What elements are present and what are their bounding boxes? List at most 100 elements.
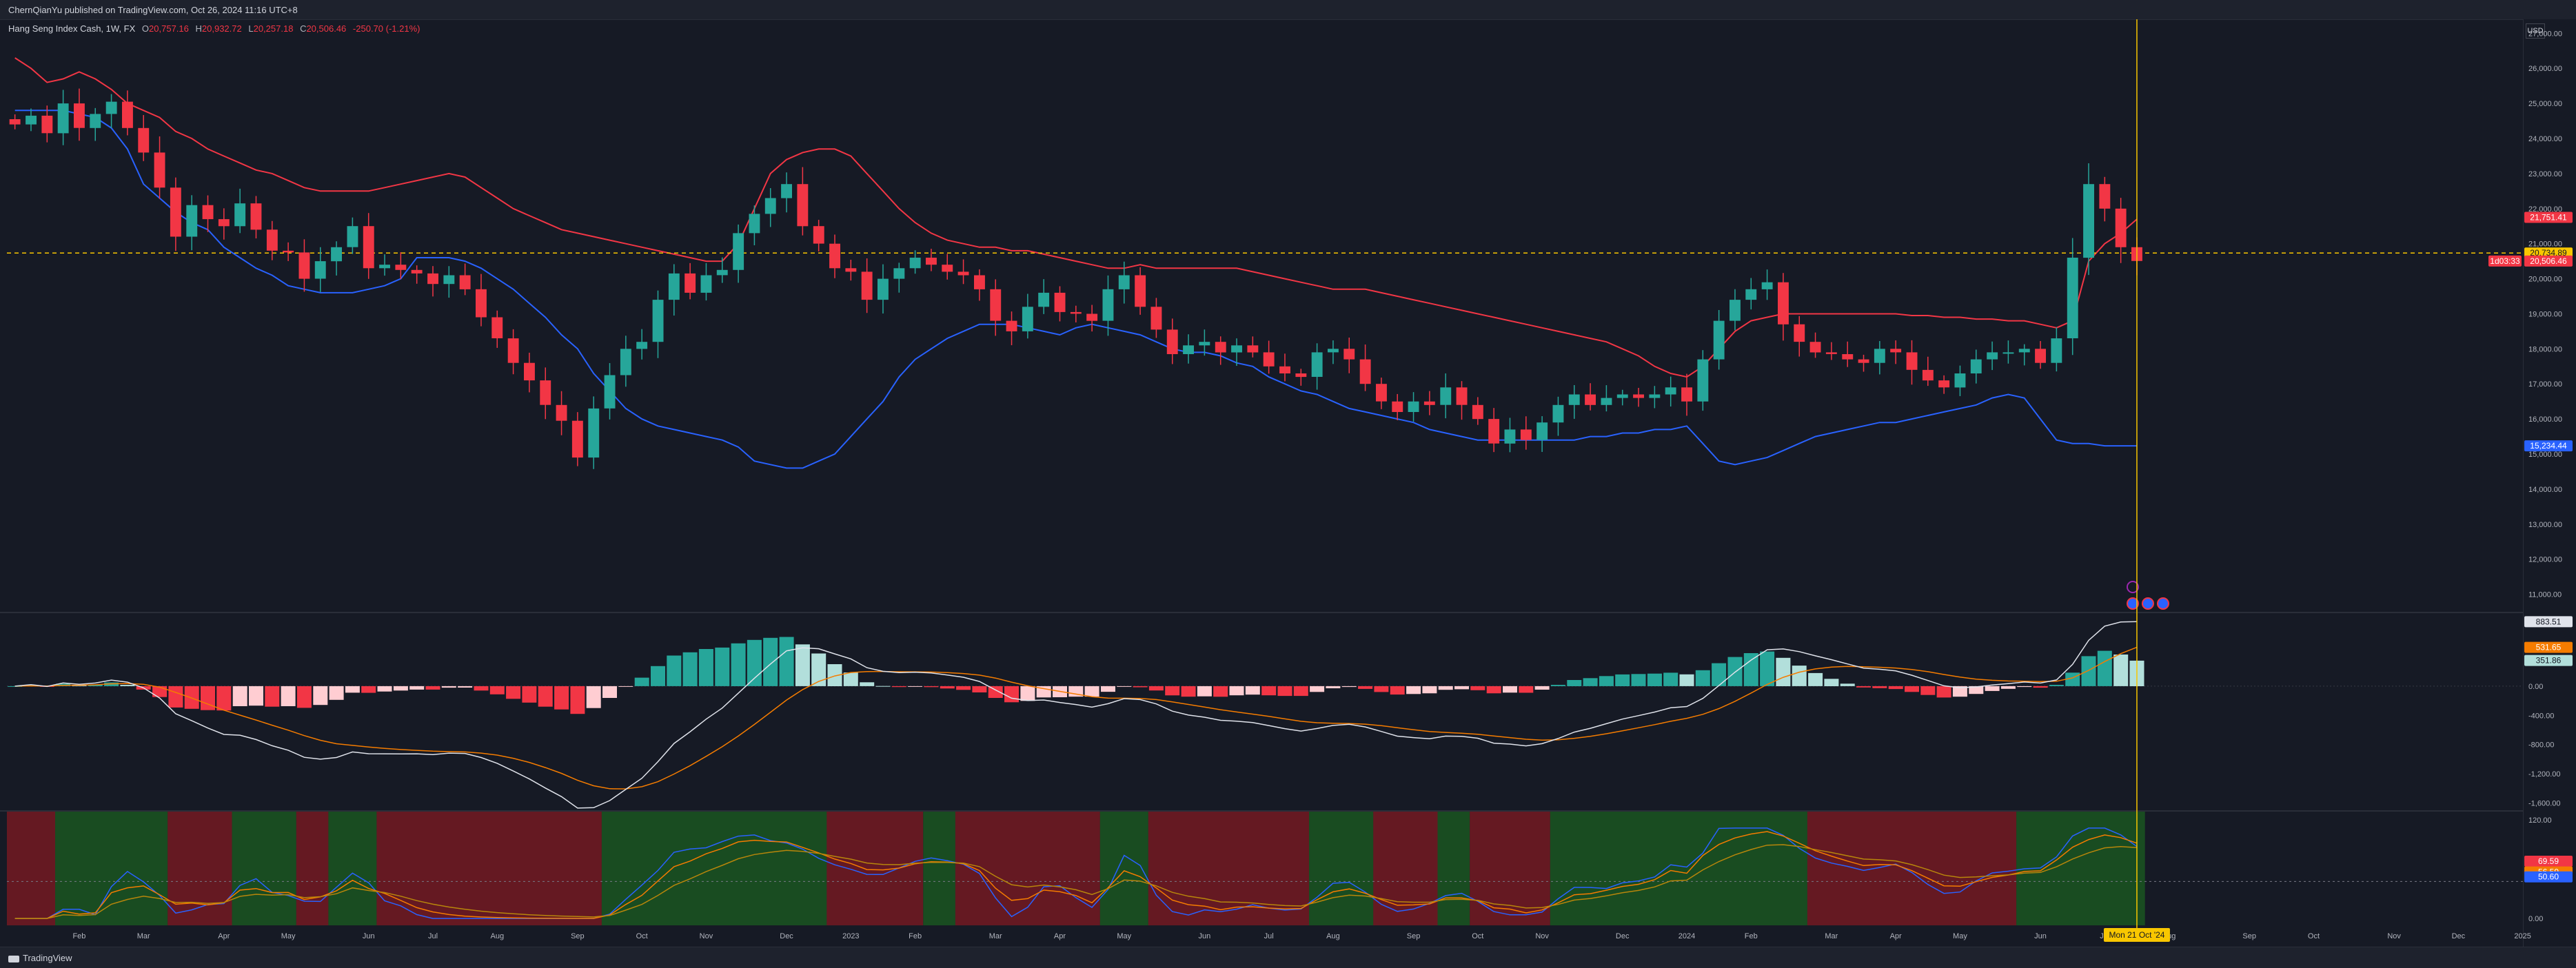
macd-histogram-bar <box>538 686 553 707</box>
candle-body <box>1472 405 1483 419</box>
macd-histogram-bar <box>1230 686 1244 695</box>
candle-body <box>797 184 808 226</box>
bull-zone <box>1100 812 1148 925</box>
time-axis-label: Apr <box>1054 932 1066 940</box>
chart-canvas[interactable]: 27,000.0026,000.0025,000.0024,000.0023,0… <box>0 0 2576 967</box>
macd-histogram-bar <box>683 652 698 686</box>
time-axis-label: Jun <box>2034 932 2047 940</box>
macd-histogram-bar <box>876 686 891 687</box>
macd-tick-label: -1,600.00 <box>2528 799 2560 807</box>
candle-body <box>1826 352 1837 354</box>
tradingview-brand: TradingView <box>23 953 72 963</box>
macd-histogram-bar <box>1133 686 1148 688</box>
candle-body <box>2051 338 2062 363</box>
bull-zone <box>1438 812 1470 925</box>
candle-body <box>234 203 245 226</box>
candle-body <box>251 203 262 229</box>
time-axis-label: 2025 <box>2514 932 2531 940</box>
signal-line <box>15 647 2137 789</box>
candle-body <box>154 152 165 187</box>
candle-body <box>74 103 85 128</box>
candle-body <box>572 421 583 457</box>
candle-body <box>106 102 117 114</box>
macd-histogram-bar <box>281 686 296 706</box>
time-axis-label: Aug <box>1326 932 1340 940</box>
time-axis-label: Feb <box>909 932 922 940</box>
time-axis-label: Feb <box>72 932 85 940</box>
candle-body <box>556 405 567 421</box>
macd-histogram-bar <box>570 686 585 714</box>
candle-body <box>379 265 390 268</box>
osc-badge: 50.60 <box>2538 872 2559 882</box>
time-axis-label: Oct <box>636 932 648 940</box>
macd-histogram-bar <box>394 686 408 690</box>
candle-body <box>412 270 423 274</box>
macd-histogram-bar <box>120 685 134 686</box>
candle-body <box>491 318 503 339</box>
macd-histogram-bar <box>2034 686 2048 688</box>
candle-body <box>1247 345 1258 352</box>
time-axis-label: 2024 <box>1679 932 1695 940</box>
candle-body <box>1745 289 1756 300</box>
macd-histogram-bar <box>1937 686 1951 698</box>
bear-zone <box>376 812 602 925</box>
time-axis-label: Dec <box>2452 932 2466 940</box>
candle-body <box>1810 342 1821 352</box>
price-tick-label: 20,000.00 <box>2528 276 2562 284</box>
price-tick-label: 23,000.00 <box>2528 170 2562 178</box>
macd-histogram-bar <box>587 686 601 708</box>
candle-body <box>1103 289 1114 321</box>
price-tick-label: 24,000.00 <box>2528 135 2562 143</box>
price-tick-label: 12,000.00 <box>2528 556 2562 564</box>
macd-histogram-bar <box>1647 674 1662 686</box>
candle-body <box>926 258 937 265</box>
candle-body <box>540 380 551 405</box>
macd-histogram-bar <box>313 686 327 705</box>
candle-body <box>605 375 616 409</box>
candle-body <box>684 274 696 293</box>
macd-histogram-bar <box>249 686 263 706</box>
candle-body <box>299 252 310 278</box>
macd-histogram-bar <box>265 686 279 707</box>
macd-histogram-bar <box>345 686 360 693</box>
tradingview-logo[interactable]: TradingView <box>8 953 72 963</box>
time-axis-label: Jul <box>1264 932 1274 940</box>
bear-zone <box>1470 812 1550 925</box>
bear-zone <box>7 812 55 925</box>
time-axis-label: Dec <box>1616 932 1630 940</box>
macd-histogram-bar <box>2049 685 2064 686</box>
macd-badge: 351.86 <box>2536 656 2562 666</box>
candle-body <box>170 187 181 236</box>
candle-body <box>90 114 101 127</box>
candle-body <box>1376 384 1387 401</box>
price-tick-label: 17,000.00 <box>2528 380 2562 389</box>
macd-histogram-bar <box>1663 672 1678 686</box>
candle-body <box>942 265 953 271</box>
macd-histogram-bar <box>844 672 858 686</box>
candle-body <box>122 102 133 128</box>
macd-histogram-bar <box>1503 686 1517 692</box>
macd-histogram-bar <box>185 686 199 709</box>
macd-histogram-bar <box>892 686 906 687</box>
macd-histogram-bar <box>1117 686 1131 687</box>
candle-body <box>26 116 37 125</box>
candle-body <box>508 338 519 363</box>
tradingview-logo-icon <box>8 956 19 962</box>
candle-body <box>347 226 358 247</box>
macd-histogram-bar <box>1760 652 1774 686</box>
candle-body <box>588 409 599 457</box>
macd-histogram-bar <box>442 686 456 688</box>
countdown-badge: 1d03:33 <box>2490 256 2520 266</box>
candle-body <box>1923 370 1934 380</box>
macd-histogram-bar <box>1776 658 1790 686</box>
price-tick-label: 15,000.00 <box>2528 451 2562 459</box>
macd-histogram-bar <box>168 686 183 708</box>
candle-body <box>1312 352 1323 377</box>
macd-histogram-bar <box>1246 686 1260 694</box>
time-axis-label: 2023 <box>842 932 859 940</box>
time-axis-label: Jun <box>363 932 375 940</box>
candle-body <box>1360 360 1371 384</box>
time-axis-label: Nov <box>1535 932 1549 940</box>
macd-histogram-bar <box>1824 679 1838 686</box>
macd-histogram-bar <box>1712 663 1726 686</box>
